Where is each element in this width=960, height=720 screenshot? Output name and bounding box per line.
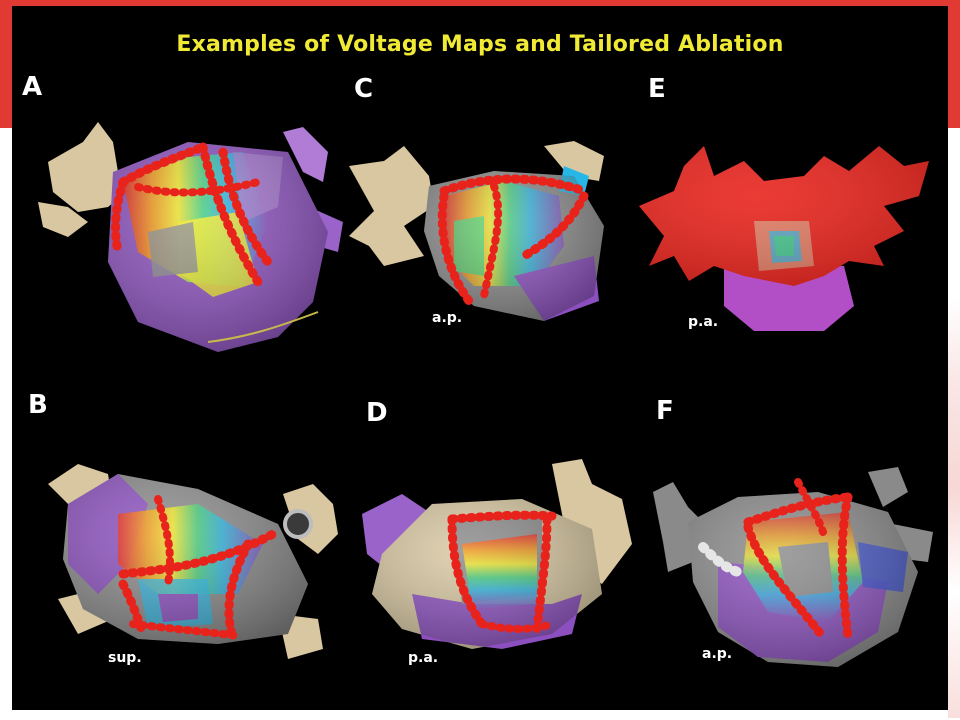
view-label-b: sup. [108, 650, 142, 666]
view-label-d: p.a. [408, 650, 439, 666]
view-label-c: a.p. [432, 310, 463, 326]
voltage-map-e [639, 146, 929, 331]
panel-letter-b: B [28, 390, 48, 420]
view-label-f: a.p. [702, 646, 733, 662]
voltage-map-d [362, 459, 632, 649]
voltage-map-a [38, 122, 343, 352]
voltage-map-c [349, 141, 604, 321]
voltage-map-b [48, 464, 338, 659]
panel-letter-d: D [366, 398, 388, 428]
panel-letter-a: A [22, 72, 43, 102]
figure-frame: Examples of Voltage Maps and Tailored Ab… [12, 6, 948, 710]
panel-letter-e: E [648, 74, 666, 104]
figure-title: Examples of Voltage Maps and Tailored Ab… [176, 32, 784, 57]
slide-right-edge [948, 128, 960, 720]
view-label-e: p.a. [688, 314, 719, 330]
voltage-map-f [653, 467, 933, 667]
panel-letter-f: F [656, 396, 674, 426]
panel-letter-c: C [354, 74, 374, 104]
